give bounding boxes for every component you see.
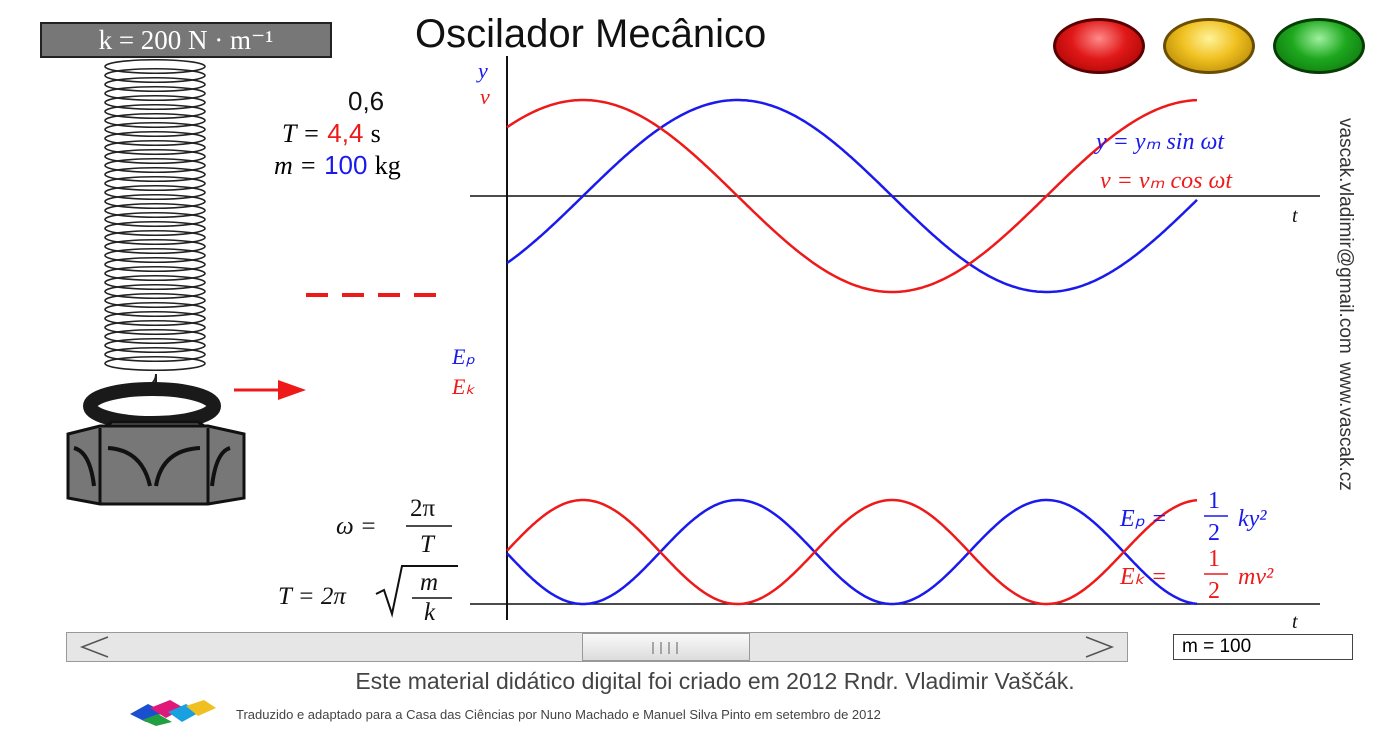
- equation-ek-lhs: Eₖ =: [1119, 564, 1167, 590]
- equation-ek-num: 1: [1208, 546, 1220, 572]
- stop-button[interactable]: [1053, 18, 1145, 74]
- kinetic-energy-curve: [506, 498, 1198, 606]
- equation-ep: Eₚ = 1 2 ky²: [1119, 488, 1267, 546]
- period-lhs: T = 2π: [278, 583, 347, 610]
- grip-icon: [652, 642, 678, 654]
- mass-unit: kg: [374, 151, 401, 180]
- equation-y: y = yₘ sin ωt: [1094, 129, 1225, 155]
- ep-axis-label: Eₚ: [451, 344, 475, 369]
- spring-constant-label: k = 200 N · m⁻¹: [40, 22, 332, 58]
- period-formula: T = 2π m k: [278, 565, 458, 626]
- potential-energy-curve: [506, 498, 1198, 606]
- chevron-right-icon: [1085, 636, 1115, 658]
- top-t-label: t: [1292, 205, 1298, 227]
- arrow-right-icon: [234, 380, 306, 400]
- casa-das-ciencias-logo: [130, 700, 216, 726]
- equation-ep-den: 2: [1208, 520, 1220, 546]
- mass-weight-icon: [66, 420, 246, 506]
- ek-axis-label: Eₖ: [451, 374, 475, 399]
- period-value: 4,4: [327, 118, 364, 148]
- mass-readout: m = 100 kg: [274, 150, 401, 181]
- page-title: Oscilador Mecânico: [415, 12, 767, 56]
- mass-label: m =: [274, 151, 317, 180]
- y-axis-label: y: [476, 58, 488, 83]
- value-readout: 0,6: [348, 86, 385, 116]
- equation-ek-rhs: mv²: [1238, 564, 1274, 590]
- equation-ek: Eₖ = 1 2 mv²: [1119, 546, 1274, 604]
- equation-ep-rhs: ky²: [1238, 506, 1267, 532]
- scroll-left-button[interactable]: [66, 632, 122, 662]
- scroll-right-button[interactable]: [1072, 632, 1128, 662]
- omega-num: 2π: [410, 495, 436, 522]
- side-email: vascak.vladimir@gmail.com: [1335, 118, 1356, 354]
- velocity-curve: [506, 98, 1198, 294]
- bottom-t-label: t: [1292, 611, 1298, 633]
- equation-ep-num: 1: [1208, 488, 1220, 514]
- equation-v: v = vₘ cos ωt: [1100, 168, 1233, 194]
- chevron-left-icon: [79, 636, 109, 658]
- displacement-curve: [506, 98, 1198, 294]
- equilibrium-marker: [306, 293, 450, 297]
- period-den: k: [424, 599, 436, 626]
- period-num: m: [420, 569, 438, 596]
- start-button[interactable]: [1273, 18, 1365, 74]
- side-contact-text: vascak.vladimir@gmail.com www.vascak.cz: [1335, 118, 1366, 498]
- scrollbar-thumb[interactable]: [582, 633, 750, 661]
- period-unit: s: [370, 119, 381, 148]
- mass-value: 100: [324, 150, 368, 180]
- v-axis-label: v: [480, 84, 490, 109]
- credit-main: Este material didático digital foi criad…: [355, 668, 1075, 694]
- period-label: T =: [282, 119, 321, 148]
- spring-mass-illustration: [66, 58, 246, 506]
- credit-sub: Traduzido e adaptado para a Casa das Ciê…: [236, 707, 881, 722]
- pause-button[interactable]: [1163, 18, 1255, 74]
- equation-ep-lhs: Eₚ =: [1119, 506, 1167, 532]
- omega-lhs: ω =: [336, 513, 377, 540]
- omega-den: T: [420, 531, 436, 558]
- omega-formula: ω = 2π T: [336, 495, 452, 558]
- side-website: www.vascak.cz: [1335, 361, 1356, 491]
- mass-input[interactable]: [1173, 634, 1353, 660]
- equation-ek-den: 2: [1208, 578, 1220, 604]
- period-readout: T = 4,4 s: [282, 118, 381, 149]
- spring-icon: [104, 58, 206, 372]
